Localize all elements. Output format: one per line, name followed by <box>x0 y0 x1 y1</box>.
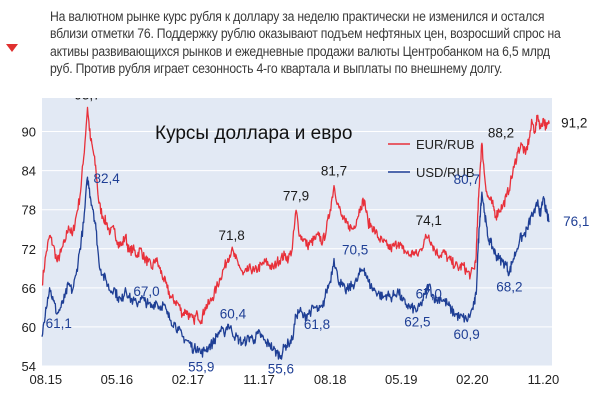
y-tick-label: 84 <box>22 164 36 179</box>
x-axis-ticks: 08.15 05.16 02.17 11.17 08.18 05.19 02.20 11.20 <box>30 372 560 387</box>
currency-chart: 54 60 66 72 78 84 90 08.15 05.16 02.17 11.17 08.18… <box>22 87 590 387</box>
data-label: 61,8 <box>304 317 330 332</box>
series-line-eur-rub <box>41 106 550 325</box>
grid-lines <box>42 131 552 367</box>
data-label: 62,5 <box>404 315 430 330</box>
x-tick-label: 02.20 <box>456 372 489 387</box>
x-tick-label: 11.20 <box>528 372 560 387</box>
data-label: 93,7 <box>74 98 100 102</box>
data-label: 61,1 <box>46 316 72 331</box>
x-tick-label: 11.17 <box>243 372 275 387</box>
data-label: 60,4 <box>220 306 247 321</box>
chart-legend: EUR/RUB USD/RUB <box>388 137 475 180</box>
data-label: 76,1 <box>563 214 589 229</box>
y-tick-label: 78 <box>22 203 36 218</box>
y-axis-ticks: 54 60 66 72 78 84 90 <box>22 125 36 374</box>
series-layer <box>41 106 550 360</box>
data-label: 68,2 <box>496 280 522 295</box>
y-tick-label: 60 <box>22 320 36 335</box>
y-tick-label: 66 <box>22 281 36 296</box>
x-tick-label: 05.19 <box>385 372 418 387</box>
data-label: 55,6 <box>268 362 294 377</box>
x-tick-label: 05.16 <box>101 372 134 387</box>
data-label: 71,8 <box>218 228 244 243</box>
x-tick-label: 08.15 <box>30 372 63 387</box>
chart-container: 54 60 66 72 78 84 90 08.15 05.16 02.17 11.17 08.18… <box>0 87 595 404</box>
data-label: 81,7 <box>321 164 347 179</box>
data-label: 80,7 <box>454 172 480 187</box>
data-label: 70,5 <box>342 243 368 258</box>
commentary-block: На валютном рынке курс рубля к доллару з… <box>0 0 595 100</box>
data-label: 77,9 <box>283 188 309 203</box>
legend-label: EUR/RUB <box>416 137 475 152</box>
data-label: 91,2 <box>561 116 587 131</box>
data-label: 82,4 <box>94 171 121 186</box>
data-label: 88,2 <box>488 125 514 140</box>
down-triangle-icon <box>6 44 18 52</box>
series-line-usd-rub <box>41 176 550 360</box>
data-label: 67,0 <box>416 287 442 302</box>
y-tick-label: 54 <box>22 359 36 374</box>
data-label: 74,1 <box>416 213 442 228</box>
data-label: 67,0 <box>133 284 159 299</box>
x-tick-label: 08.18 <box>314 372 347 387</box>
commentary-text: На валютном рынке курс рубля к доллару з… <box>50 9 561 78</box>
x-tick-label: 02.17 <box>172 372 205 387</box>
data-label: 60,9 <box>454 327 480 342</box>
y-tick-label: 72 <box>22 242 36 257</box>
chart-title: Курсы доллара и евро <box>155 123 352 144</box>
data-label: 55,9 <box>188 360 214 375</box>
y-tick-label: 90 <box>22 125 36 140</box>
legend-label: USD/RUB <box>416 165 475 180</box>
